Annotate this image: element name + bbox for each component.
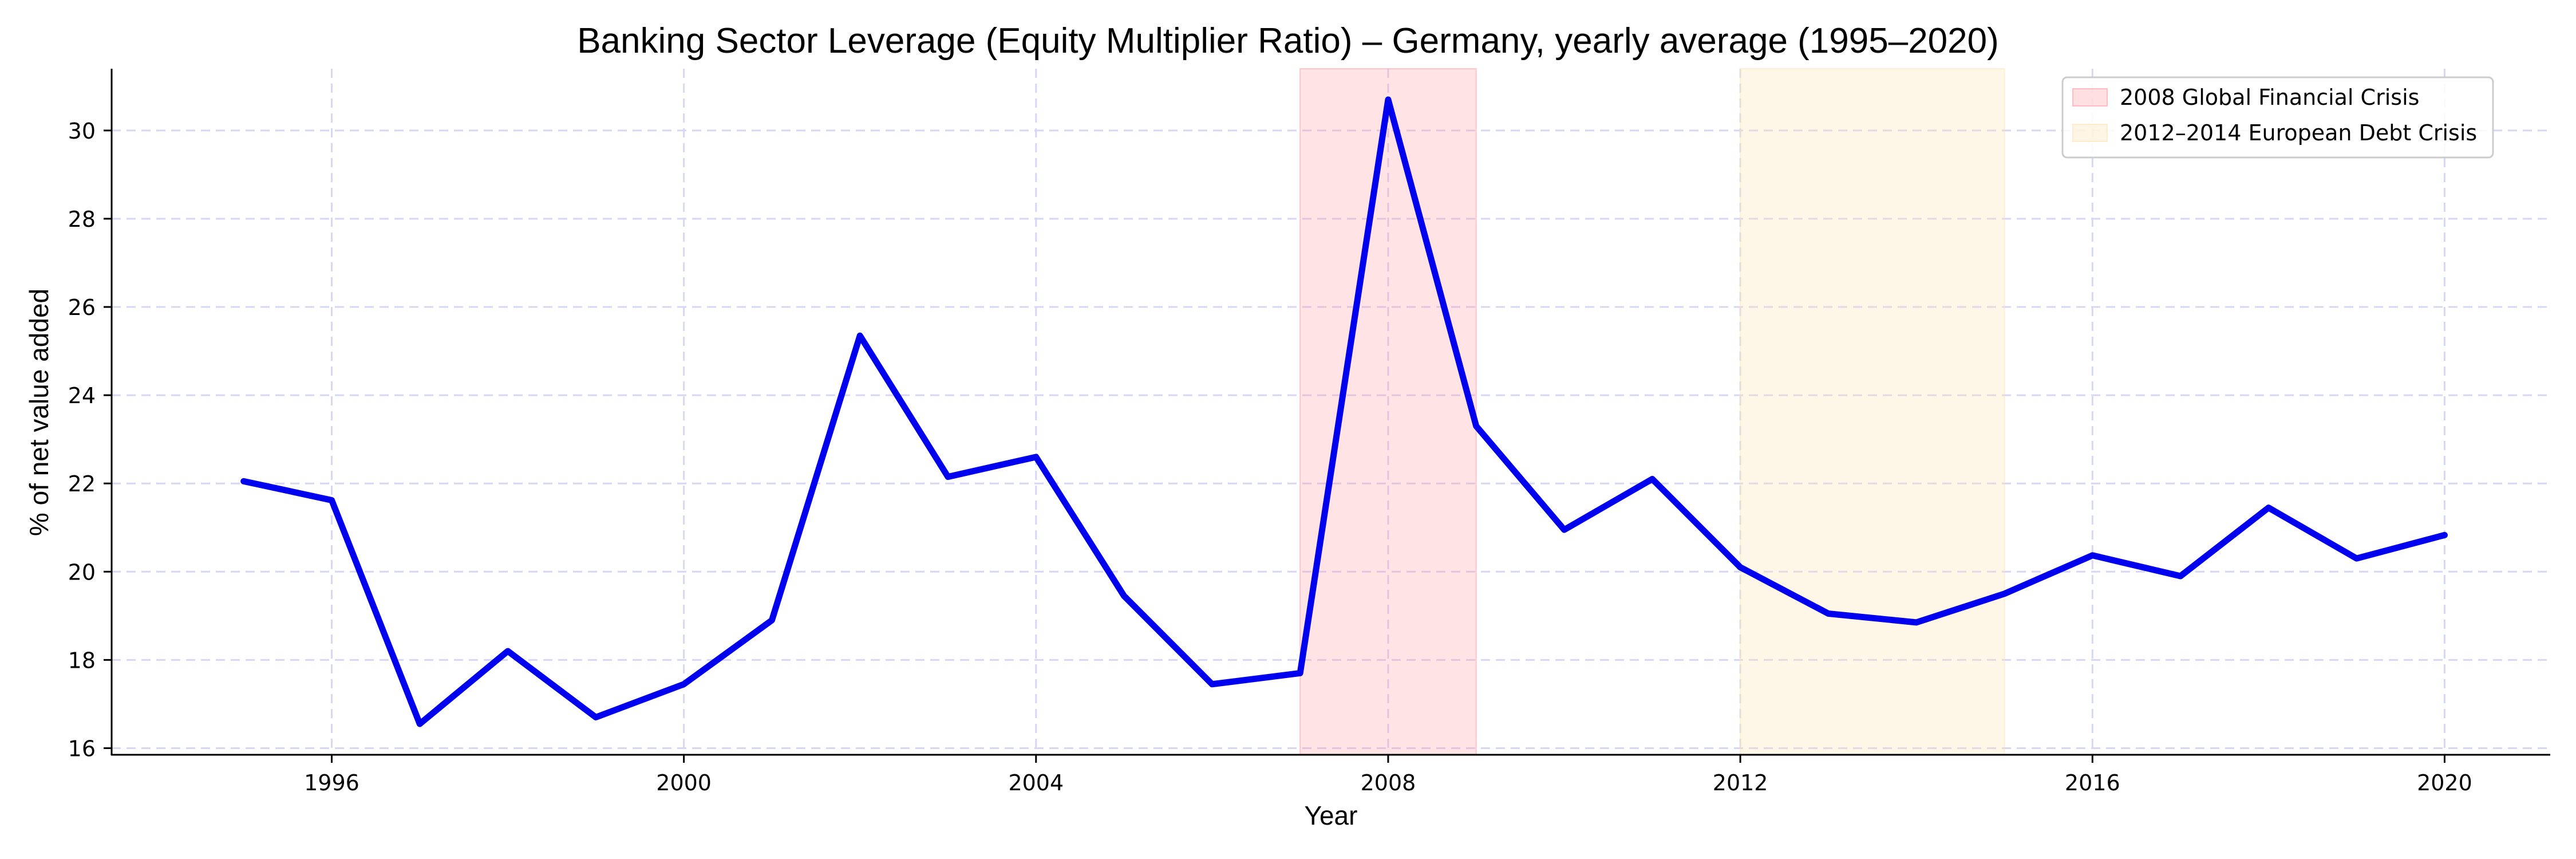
y-tick-label-30: 30 <box>68 119 96 144</box>
x-tick-label-1996: 1996 <box>304 770 359 795</box>
series-line-1 <box>240 96 2448 727</box>
x-tick-label-2008: 2008 <box>1361 770 1416 795</box>
y-tick-label-18: 18 <box>68 648 96 673</box>
x-tick-label-2004: 2004 <box>1008 770 1064 795</box>
x-axis-label: Year <box>1305 801 1358 830</box>
x-tick-label-2020: 2020 <box>2417 770 2472 795</box>
legend-swatch-2 <box>2072 124 2108 142</box>
data-point-2012 <box>1740 567 1741 568</box>
y-tick-label-22: 22 <box>68 471 96 497</box>
legend-swatch-1 <box>2072 88 2108 107</box>
data-point-1999 <box>595 717 596 718</box>
y-tick-label-28: 28 <box>68 207 96 232</box>
data-point-2003 <box>948 476 949 477</box>
data-point-2019 <box>2356 558 2357 559</box>
shaded-regions <box>1299 68 2005 755</box>
data-point-1995 <box>243 481 244 482</box>
data-point-2015 <box>2004 593 2005 594</box>
y-tick-label-24: 24 <box>68 383 96 408</box>
axes <box>104 69 2550 763</box>
legend-label-1: 2008 Global Financial Crisis <box>2120 85 2419 110</box>
x-tick-label-2016: 2016 <box>2065 770 2120 795</box>
y-axis-label: % of net value added <box>24 289 54 536</box>
data-point-2018 <box>2268 507 2269 508</box>
series-lines <box>240 96 2448 727</box>
legend: 2008 Global Financial Crisis 2012–2014 Eu… <box>2061 76 2494 159</box>
x-tick-label-2012: 2012 <box>1713 770 1768 795</box>
chart-title: Banking Sector Leverage (Equity Multipli… <box>577 21 1999 61</box>
data-point-1996 <box>331 500 332 501</box>
tick-labels: 1996 2000 2004 2008 2012 2016 2020 16 18 20 22 24 26… <box>68 119 2472 795</box>
y-tick-label-20: 20 <box>68 559 96 585</box>
y-tick-label-16: 16 <box>68 736 96 761</box>
legend-label-2: 2012–2014 European Debt Crisis <box>2120 120 2477 145</box>
shaded-region-1 <box>1299 68 1477 755</box>
y-tick-label-26: 26 <box>68 295 96 320</box>
shaded-region-2 <box>1740 68 2005 755</box>
x-tick-label-2000: 2000 <box>656 770 712 795</box>
legend-box <box>2061 76 2494 159</box>
